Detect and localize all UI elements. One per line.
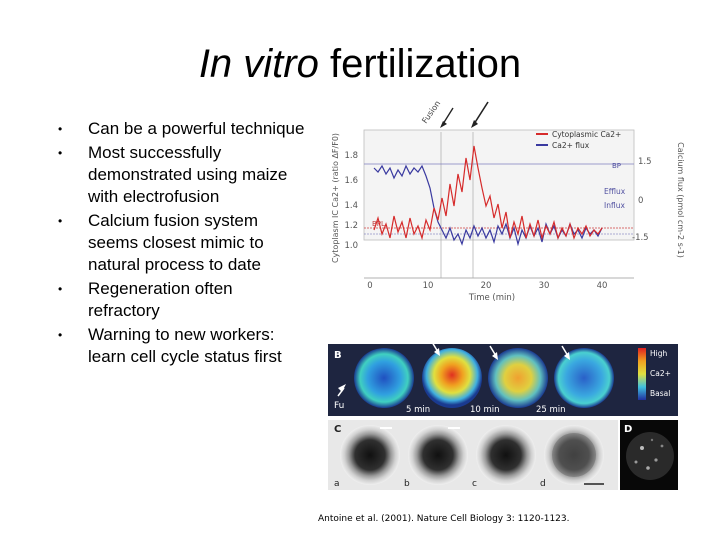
- sublabel: c: [472, 479, 477, 489]
- time-label: 5 min: [406, 405, 430, 415]
- fu-label: Fu: [334, 401, 344, 411]
- legend-cytoplasmic: Cytoplasmic Ca2+: [552, 130, 621, 139]
- bullet-item: • Calcium fusion system seems closest mim…: [58, 210, 308, 276]
- bullet-item: • Can be a powerful technique: [58, 118, 308, 140]
- bullet-list: • Can be a powerful technique • Most succe…: [58, 118, 308, 370]
- citation: Antoine et al. (2001). Nature Cell Biolo…: [318, 514, 570, 524]
- x-tick: 10: [423, 281, 434, 291]
- y-tick-left: 1.4: [344, 201, 358, 211]
- color-scale-bar: [638, 348, 646, 400]
- bullet-text: Regeneration often refractory: [88, 279, 233, 320]
- slide-title: In vitro fertilization: [0, 40, 720, 88]
- bullet-text: Warning to new workers: learn cell cycle…: [88, 325, 282, 366]
- panel-a: 1.8 1.6 1.4 1.2 1.0 Cytoplasm IC Ca2+ (r…: [331, 99, 685, 303]
- bullet-dot-icon: •: [58, 282, 63, 296]
- scale-mid: Ca2+: [650, 369, 671, 378]
- y-tick-right: 0: [638, 196, 643, 206]
- title-rest: fertilization: [318, 42, 522, 86]
- x-tick: 30: [539, 281, 550, 291]
- time-label: 25 min: [536, 405, 566, 415]
- sublabel: b: [404, 479, 410, 489]
- x-tick: 0: [367, 281, 372, 291]
- scale-low: Basal: [650, 389, 670, 398]
- y-tick-left: 1.0: [344, 241, 358, 251]
- panel-c: C a b c d: [328, 420, 618, 490]
- bullet-item: • Regeneration often refractory: [58, 278, 308, 322]
- y-tick-right: -1.5: [632, 233, 649, 243]
- bullet-dot-icon: •: [58, 328, 63, 342]
- panel-d: D: [620, 420, 678, 490]
- panel-d-letter: D: [624, 424, 632, 435]
- time-label: 10 min: [470, 405, 500, 415]
- bullet-dot-icon: •: [58, 214, 63, 228]
- bullet-text: Calcium fusion system seems closest mimi…: [88, 211, 264, 274]
- influx-label: Influx: [604, 201, 625, 210]
- legend-flux: Ca2+ flux: [552, 141, 590, 150]
- bullet-text: Most successfully demonstrated using mai…: [88, 143, 288, 206]
- y-tick-left: 1.8: [344, 151, 358, 161]
- x-tick: 40: [597, 281, 608, 291]
- trace-cytoplasmic: [373, 145, 603, 241]
- sublabel: a: [334, 479, 340, 489]
- bullet-dot-icon: •: [58, 122, 63, 136]
- y-tick-left: 1.6: [344, 176, 358, 186]
- panel-b: B Fu 5 min 10 min 25 min High Ca2+ Basal: [328, 341, 678, 416]
- scale-high: High: [650, 349, 667, 358]
- y-tick-left: 1.2: [344, 221, 358, 231]
- panel-b-letter: B: [334, 350, 342, 361]
- panel-c-letter: C: [334, 424, 341, 435]
- bullet-dot-icon: •: [58, 146, 63, 160]
- fusion-label: Fusion: [420, 99, 442, 125]
- research-figure: 1.8 1.6 1.4 1.2 1.0 Cytoplasm IC Ca2+ (r…: [328, 99, 685, 490]
- bpl-label: BPL: [372, 220, 385, 228]
- x-axis-label: Time (min): [468, 293, 515, 303]
- efflux-label: Efflux: [604, 187, 626, 196]
- y-tick-right: 1.5: [638, 157, 652, 167]
- y-axis-right-label: Calcium flux (pmol cm-2 s-1): [676, 142, 685, 258]
- y-axis-left-label: Cytoplasm IC Ca2+ (ratio ΔF/F0): [331, 133, 340, 263]
- bp-label: BP: [612, 162, 621, 170]
- title-italic: In vitro: [198, 42, 319, 86]
- bullet-item: • Warning to new workers: learn cell cycl…: [58, 324, 308, 368]
- sublabel: d: [540, 479, 546, 489]
- bullet-text: Can be a powerful technique: [88, 119, 305, 138]
- bullet-item: • Most successfully demonstrated using ma…: [58, 142, 308, 208]
- x-tick: 20: [481, 281, 492, 291]
